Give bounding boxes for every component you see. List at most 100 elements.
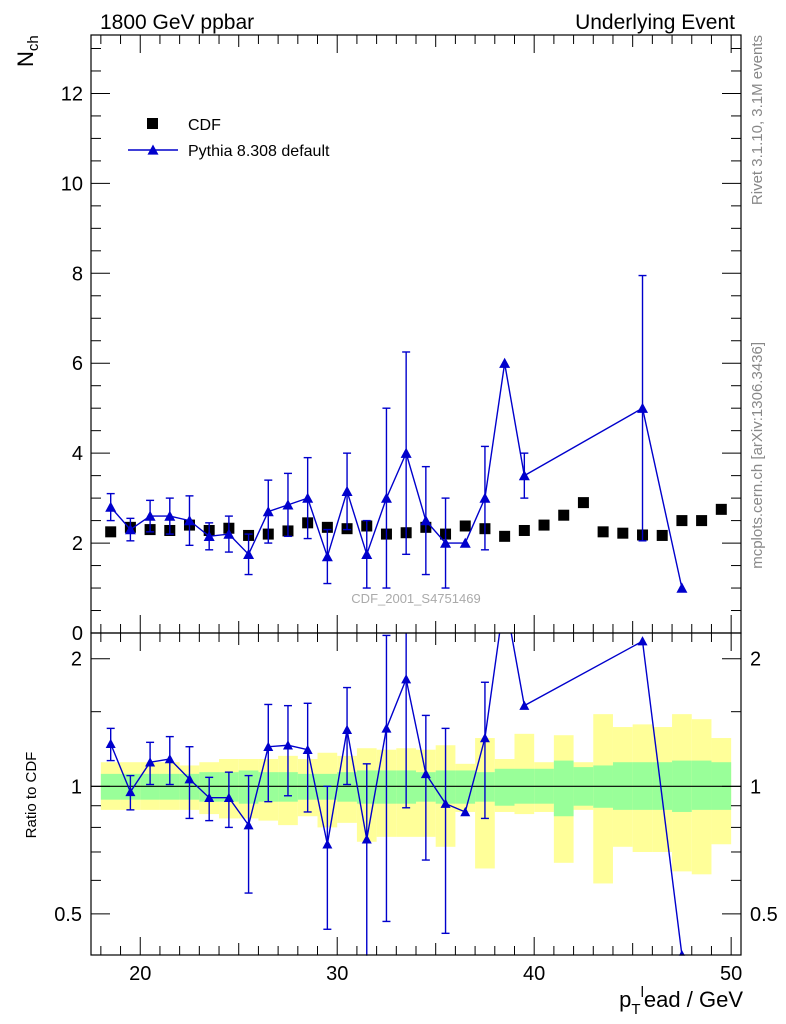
pythia-point [183,515,195,526]
x-tick-label: 30 [326,963,348,985]
ratio-point [223,792,234,802]
ratio-point [479,733,490,743]
mask-bottom [91,955,741,1024]
header-right: Underlying Event [575,11,735,34]
y-tick-label: 4 [72,443,83,465]
y-tick-label: 2 [72,533,83,555]
ratio-y-tick-label-right: 1 [750,776,761,798]
ratio-point [460,806,471,817]
ratio-point [322,839,333,849]
stat-band [691,760,712,810]
cdf-point [715,503,727,515]
cdf-point [676,515,688,527]
pythia-point [223,528,235,539]
x-tick-label: 20 [129,963,151,985]
side-label-rivet: Rivet 3.1.10, 3.1M events [749,35,766,205]
pythia-point [164,510,176,521]
pythia-point [203,530,215,542]
x-axis-title: pTlead / GeV [619,984,743,1018]
header-left: 1800 GeV ppbar [100,11,254,34]
ratio-point [302,744,313,754]
ratio-point [519,700,530,710]
ratio-y-tick-label-right: 0.5 [750,904,778,926]
y-axis-title-main: Nch [13,35,42,67]
ratio-y-tick-label: 2 [71,649,82,671]
y-tick-label: 10 [61,173,83,195]
pythia-point [262,506,274,517]
pythia-point [420,515,432,526]
pythia-point [243,548,255,559]
main-axes: 0 2 4 6 8 10 12 [61,34,742,645]
pythia-point [479,492,491,503]
main-series-layer [105,274,727,593]
y-tick-label: 12 [61,83,83,105]
y-tick-label: 6 [72,353,83,375]
ratio-y-tick-label: 0.5 [54,904,82,926]
pythia-point [676,582,688,593]
pythia-point [459,537,471,548]
cdf-point [558,509,570,521]
cdf-point [321,521,333,533]
ratio-line [110,596,683,956]
cdf-point [696,515,708,527]
pythia-point [518,470,530,481]
pythia-point [637,402,649,413]
pythia-point [105,501,117,512]
side-label-mcplots: mcplots.cern.ch [arXiv:1306.3436] [749,342,766,569]
ratio-point [440,798,451,808]
cdf-point [105,526,117,538]
ratio-point [282,740,293,750]
ratio-point [361,834,372,844]
y-tick-label: 0 [72,623,83,645]
pythia-point [321,551,333,562]
ratio-point [164,754,175,764]
ratio-point [420,768,431,779]
stat-band [494,768,515,806]
pythia-point [400,447,412,458]
ratio-point [184,774,195,784]
ratio-series-layer [105,591,687,971]
y-title-n: N [13,51,38,67]
stat-band [553,760,574,817]
ratio-point [243,820,254,830]
pythia-point [380,492,392,503]
ratio-uncertainty-bands [100,714,732,884]
x-tick-label: 40 [523,963,545,985]
ratio-clip-mask [90,35,742,1024]
cdf-point [656,529,668,541]
cdf-point [518,524,530,536]
mask-top [90,35,742,633]
ratio-point [637,636,648,646]
ratio-point [401,674,412,684]
x-tick-label: 50 [720,963,742,985]
legend-marker-cdf [147,118,158,129]
ratio-point [105,738,116,749]
legend-label-pythia: Pythia 8.308 default [188,143,330,160]
svg-text:Nch: Nch [13,35,42,67]
y-title-sub: ch [25,35,42,51]
pythia-point [440,537,452,548]
pythia-point [144,510,156,521]
pythia-point [282,499,294,510]
pythia-point [302,492,314,503]
y-tick-label: 8 [72,263,83,285]
cdf-point [459,520,471,532]
ratio-point [342,724,353,734]
ratio-y-tick-label-right: 2 [750,649,761,671]
watermark: CDF_2001_S4751469 [351,591,480,606]
cdf-point [499,530,511,542]
cdf-point [538,519,550,531]
svg-text:pTlead / GeV: pTlead / GeV [619,984,743,1018]
ratio-point [125,786,136,797]
pythia-line [110,363,683,589]
pythia-point [499,357,511,368]
pythia-point [361,548,373,559]
ratio-point [204,792,215,802]
pythia-point [341,485,353,497]
legend: CDF Pythia 8.308 default [128,117,330,160]
pythia-point [124,524,136,535]
legend-marker-pythia [147,144,159,155]
cdf-point [577,497,589,509]
y-axis-title-ratio: Ratio to CDF [23,752,40,839]
